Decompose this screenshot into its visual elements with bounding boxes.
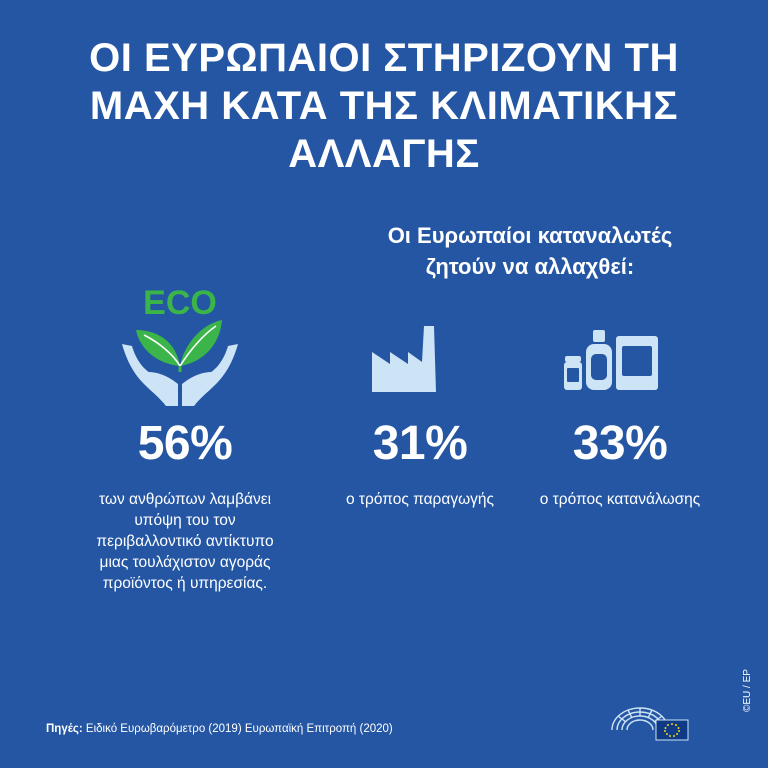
description-line: υπόψη του τον bbox=[134, 512, 236, 529]
sources-text: Ειδικό Ευρωβαρόμετρο (2019) Ευρωπαϊκή Επ… bbox=[82, 723, 393, 735]
consumers-heading-line-1: Οι Ευρωπαίοι καταναλωτές bbox=[387, 223, 673, 248]
copyright-credit: ©EU / EP bbox=[742, 669, 753, 712]
stat-value-56: 56% bbox=[137, 417, 233, 470]
description-line: ο τρόπος παραγωγής bbox=[345, 491, 495, 508]
sources-label: Πηγές: bbox=[46, 723, 83, 735]
stat-description-31: ο τρόπος παραγωγής bbox=[320, 489, 520, 510]
eco-hands-icon: ECO bbox=[122, 284, 238, 406]
products-icon bbox=[564, 330, 658, 390]
stat-description-56: των ανθρώπων λαμβάνει υπόψη του τον περι… bbox=[60, 489, 310, 594]
description-line: περιβαλλοντικό αντίκτυπο bbox=[96, 533, 274, 550]
eco-label: ECO bbox=[143, 284, 217, 322]
page-title: ΟΙ ΕΥΡΩΠΑΙΟΙ ΣΤΗΡΙΖΟΥΝ ΤΗ ΜΑΧΗ ΚΑΤΑ ΤΗΣ … bbox=[40, 34, 728, 178]
description-line: μιας τουλάχιστον αγοράς bbox=[99, 554, 271, 571]
stat-description-33: ο τρόπος κατανάλωσης bbox=[515, 489, 725, 510]
description-line: προϊόντος ή υπηρεσίας. bbox=[102, 575, 268, 592]
title-line-2: ΜΑΧΗ ΚΑΤΑ ΤΗΣ ΚΛΙΜΑΤΙΚΗΣ bbox=[89, 84, 679, 128]
description-line: των ανθρώπων λαμβάνει bbox=[98, 491, 272, 508]
factory-icon bbox=[372, 326, 436, 392]
stat-value-33: 33% bbox=[572, 417, 668, 470]
title-line-1: ΟΙ ΕΥΡΩΠΑΙΟΙ ΣΤΗΡΙΖΟΥΝ ΤΗ bbox=[89, 36, 679, 80]
description-line: ο τρόπος κατανάλωσης bbox=[539, 491, 701, 508]
consumers-heading: Οι Ευρωπαίοι καταναλωτές ζητούν να αλλαχ… bbox=[320, 220, 740, 282]
title-line-3: ΑΛΛΑΓΗΣ bbox=[288, 132, 480, 176]
stat-value-31: 31% bbox=[372, 417, 468, 470]
consumers-heading-line-2: ζητούν να αλλαχθεί: bbox=[425, 254, 635, 279]
sources-note: Πηγές: Ειδικό Ευρωβαρόμετρο (2019) Ευρωπ… bbox=[46, 721, 393, 737]
european-parliament-logo bbox=[611, 707, 689, 741]
